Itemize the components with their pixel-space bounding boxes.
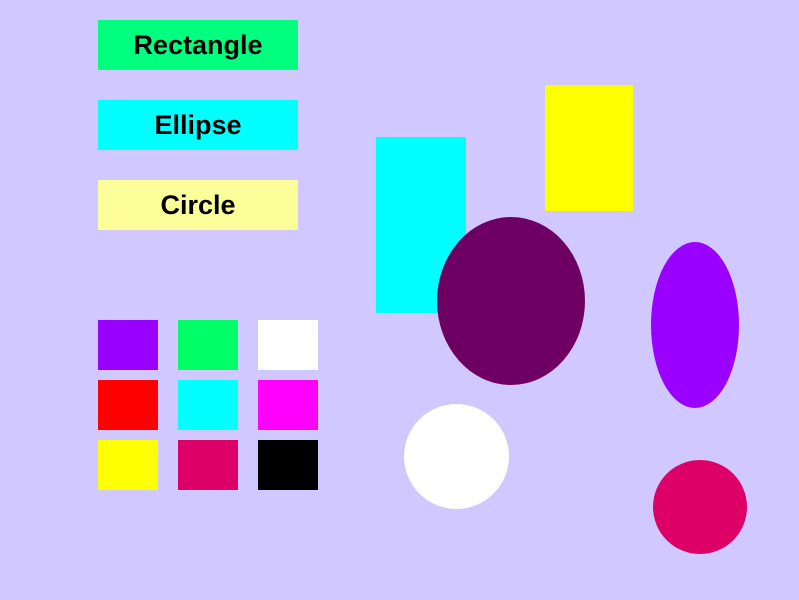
rectangle-tool-button[interactable]: Rectangle [98, 20, 298, 70]
swatch-black[interactable] [258, 440, 318, 490]
canvas-circle-white[interactable] [404, 404, 509, 509]
ellipse-tool-button[interactable]: Ellipse [98, 100, 298, 150]
canvas-ellipse-purple[interactable] [437, 217, 585, 385]
swatch-white[interactable] [258, 320, 318, 370]
canvas-rectangle-yellow[interactable] [545, 85, 633, 211]
swatch-crimson[interactable] [178, 440, 238, 490]
canvas-circle-crimson[interactable] [653, 460, 747, 554]
swatch-green[interactable] [178, 320, 238, 370]
circle-tool-button[interactable]: Circle [98, 180, 298, 230]
swatch-violet[interactable] [98, 320, 158, 370]
swatch-magenta[interactable] [258, 380, 318, 430]
canvas-ellipse-violet[interactable] [651, 242, 739, 408]
swatch-cyan[interactable] [178, 380, 238, 430]
ellipse-tool-label: Ellipse [154, 109, 242, 140]
circle-tool-label: Circle [160, 189, 236, 220]
swatch-yellow[interactable] [98, 440, 158, 490]
rectangle-tool-label: Rectangle [133, 29, 263, 60]
swatch-red[interactable] [98, 380, 158, 430]
